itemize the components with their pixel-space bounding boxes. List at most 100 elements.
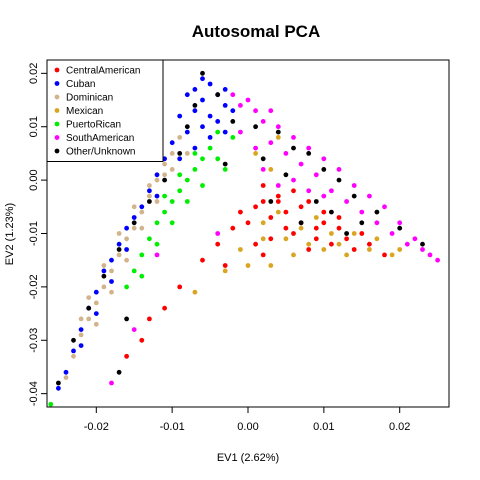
data-point bbox=[56, 385, 61, 391]
legend-label: PuertoRican bbox=[66, 120, 121, 131]
legend-marker bbox=[54, 81, 60, 86]
data-point bbox=[253, 204, 258, 210]
data-point bbox=[192, 289, 198, 295]
data-point bbox=[177, 172, 183, 178]
data-point bbox=[313, 215, 319, 220]
legend-label: Dominican bbox=[66, 93, 113, 104]
data-point bbox=[162, 305, 168, 311]
data-point bbox=[351, 231, 357, 236]
x-tick-label: 0.00 bbox=[237, 421, 258, 433]
legend-marker bbox=[54, 108, 60, 113]
data-point bbox=[222, 161, 228, 167]
data-point bbox=[344, 199, 349, 204]
data-point bbox=[313, 225, 319, 231]
data-point bbox=[275, 209, 281, 215]
legend-marker bbox=[54, 121, 60, 127]
legend-marker bbox=[54, 67, 60, 73]
data-point bbox=[260, 167, 266, 172]
data-point bbox=[351, 247, 357, 252]
legend-box bbox=[46, 59, 164, 162]
data-point bbox=[283, 225, 289, 231]
data-point bbox=[306, 188, 312, 194]
data-point bbox=[154, 220, 160, 226]
data-point bbox=[389, 252, 395, 258]
data-point bbox=[162, 209, 168, 215]
data-point bbox=[162, 172, 168, 178]
legend-label: Other/Unknown bbox=[66, 147, 135, 158]
chart-title: Autosomal PCA bbox=[192, 22, 320, 41]
data-point bbox=[131, 327, 137, 332]
data-point bbox=[321, 220, 327, 226]
data-point bbox=[192, 108, 198, 114]
y-tick-label: -0.02 bbox=[28, 274, 40, 299]
data-point bbox=[169, 199, 175, 204]
data-point bbox=[336, 241, 342, 247]
data-point bbox=[222, 263, 228, 268]
data-point bbox=[291, 145, 296, 151]
data-point bbox=[283, 151, 289, 156]
data-point bbox=[101, 263, 107, 268]
data-point bbox=[268, 140, 274, 146]
y-tick-label: 0.02 bbox=[28, 63, 40, 84]
data-point bbox=[215, 129, 221, 135]
data-point bbox=[131, 204, 137, 210]
data-point bbox=[86, 295, 92, 300]
data-point bbox=[291, 188, 296, 194]
points-layer bbox=[48, 70, 440, 407]
data-point bbox=[283, 209, 289, 215]
data-point bbox=[184, 151, 190, 156]
data-point bbox=[162, 161, 168, 167]
data-point bbox=[184, 129, 190, 135]
data-point bbox=[177, 188, 183, 194]
data-point bbox=[374, 220, 380, 226]
data-point bbox=[351, 193, 357, 199]
data-point bbox=[329, 209, 334, 215]
data-point bbox=[253, 241, 258, 247]
data-point bbox=[298, 161, 304, 167]
data-point bbox=[139, 204, 145, 210]
data-point bbox=[230, 108, 236, 114]
data-point bbox=[131, 268, 137, 274]
data-point bbox=[139, 225, 145, 231]
data-point bbox=[177, 135, 183, 140]
data-point bbox=[238, 129, 243, 135]
data-point bbox=[298, 225, 304, 231]
data-point bbox=[177, 156, 183, 162]
data-point bbox=[139, 209, 145, 215]
x-tick-label: -0.01 bbox=[160, 421, 185, 433]
data-point bbox=[93, 311, 99, 316]
data-point bbox=[86, 305, 92, 311]
data-point bbox=[169, 140, 175, 146]
x-tick-label: 0.01 bbox=[313, 421, 334, 433]
data-point bbox=[427, 252, 433, 258]
data-point bbox=[260, 156, 266, 162]
data-point bbox=[154, 193, 160, 199]
data-point bbox=[93, 300, 99, 306]
data-point bbox=[283, 236, 289, 242]
data-point bbox=[109, 279, 114, 284]
data-point bbox=[71, 337, 76, 343]
data-point bbox=[230, 92, 236, 98]
data-point bbox=[154, 199, 160, 204]
data-point bbox=[222, 129, 228, 135]
data-point bbox=[200, 257, 205, 263]
data-point bbox=[222, 103, 228, 108]
data-point bbox=[147, 188, 152, 194]
data-point bbox=[215, 231, 221, 236]
data-point bbox=[306, 241, 312, 247]
data-point bbox=[124, 257, 129, 263]
data-point bbox=[124, 353, 129, 359]
data-point bbox=[192, 145, 198, 151]
data-point bbox=[291, 252, 296, 258]
data-point bbox=[101, 268, 107, 274]
data-point bbox=[169, 151, 175, 156]
data-point bbox=[344, 231, 349, 236]
data-point bbox=[397, 247, 403, 252]
data-point bbox=[336, 177, 342, 183]
data-point bbox=[275, 129, 281, 135]
legend: CentralAmerican Cuban Dominican Mexican Puer… bbox=[46, 59, 164, 162]
data-point bbox=[207, 81, 213, 87]
data-point bbox=[139, 273, 145, 279]
data-point bbox=[184, 124, 190, 130]
data-point bbox=[230, 119, 236, 124]
